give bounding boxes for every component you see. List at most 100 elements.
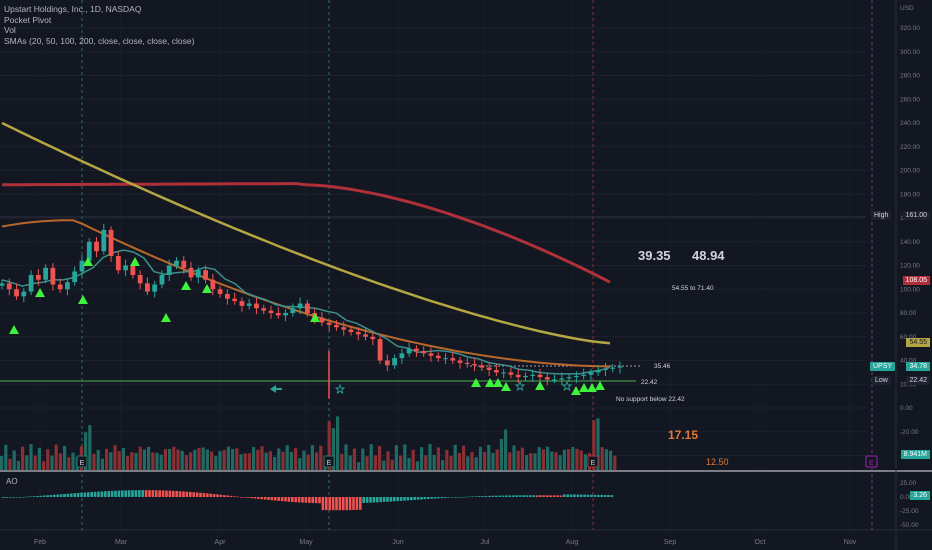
ao-bar [36,495,39,497]
x-axis-label: Jul [481,539,490,546]
volume-bar [344,444,348,470]
volume-bar [88,425,92,470]
earnings-marker [76,455,88,468]
legend-smas[interactable]: SMAs (20, 50, 100, 200, close, close, cl… [4,35,195,46]
volume-bar [159,454,163,470]
volume-bar [109,452,113,470]
ao-bar [124,490,127,497]
candle-body [573,375,579,378]
candle-body [57,284,63,290]
volume-bar [394,445,398,470]
volume-bar [63,445,67,470]
volume-bar [373,455,377,470]
volume-bar [516,450,520,470]
ao-bar [484,495,488,497]
pocket-pivot-triangle [493,378,503,387]
ao-bar [518,495,522,497]
volume-bar [8,458,12,470]
candle-body [304,303,310,313]
ao-bar [63,493,66,497]
volume-bar [449,455,453,470]
volume-bar [336,416,340,470]
ao-bar [376,497,379,503]
ao-bar [552,495,556,497]
candle-body [603,368,608,370]
volume-bar [411,449,415,470]
star-marker [561,380,573,392]
candle-body [544,377,550,380]
ao-bar [107,491,110,497]
candle-body [552,379,557,381]
price-axis-tick: 220.00 [900,144,920,151]
volume-bar [495,449,499,470]
pocket-pivot-triangle [587,383,597,392]
ao-bar [287,497,291,502]
future-earnings-marker [865,455,878,468]
pocket-pivot-triangle [571,386,581,395]
ao-bar [19,497,22,498]
candle-body [355,332,361,335]
candle-body [370,336,376,340]
ao-bar [430,497,433,499]
earnings-marker-label: E [591,460,596,467]
volume-bar [558,455,562,470]
candle-body [523,375,528,378]
candle-body [501,372,507,374]
ao-bar [308,497,311,503]
ao-bar [423,497,427,500]
ao-bar [56,494,59,497]
ao-bar [399,497,403,501]
ao-bar [189,491,192,497]
pocket-pivot-triangle [202,284,212,293]
x-axis-label: Jun [392,539,403,546]
ao-bar [512,495,515,497]
ao-bar [151,490,155,497]
candle-body [86,241,92,261]
ao-bar [396,497,399,502]
x-axis-label: May [299,539,313,546]
volume-bar [180,450,184,470]
ao-bar [93,491,97,497]
candle-body [239,301,245,306]
volume-bar [71,452,75,470]
high-label: High [874,212,889,219]
pocket-pivot-triangle [9,325,19,334]
volume-bar [579,450,583,470]
legend-vol[interactable]: Vol [4,25,16,35]
volume-bar [100,458,104,470]
ao-bar [335,497,338,511]
price-axis-tick: 140.00 [900,239,920,246]
ao-bar [542,495,546,497]
volume-bar [499,439,503,470]
candle-body [384,360,390,366]
annotation-no-support: No support below 22.42 [616,396,685,403]
volume-bar [226,446,230,470]
candle-body [137,275,143,284]
volume-bar [390,459,394,470]
volume-bar [147,446,151,470]
ao-bar [345,497,348,511]
candle-body [50,267,56,285]
volume-bar [151,452,155,470]
ao-bar [175,491,178,497]
volume-bar [197,447,201,470]
candle-body [159,275,165,285]
ao-bar [155,490,158,497]
ao-bar [355,497,359,510]
price-axis-tick: 60.00 [900,334,917,341]
x-axis-label: Feb [34,539,46,546]
ao-bar [172,490,175,497]
volume-bar [331,428,335,470]
ao-bar [447,497,450,498]
volume-bar [466,456,470,470]
ao-bar [8,497,12,498]
candle-body [457,360,463,363]
legend-pocket-pivot[interactable]: Pocket Pivot [4,14,52,25]
ao-bar [566,494,569,497]
candle-body [334,324,339,328]
volume-bar [474,457,478,470]
candle-body [210,279,216,290]
ao-bar [593,494,597,497]
